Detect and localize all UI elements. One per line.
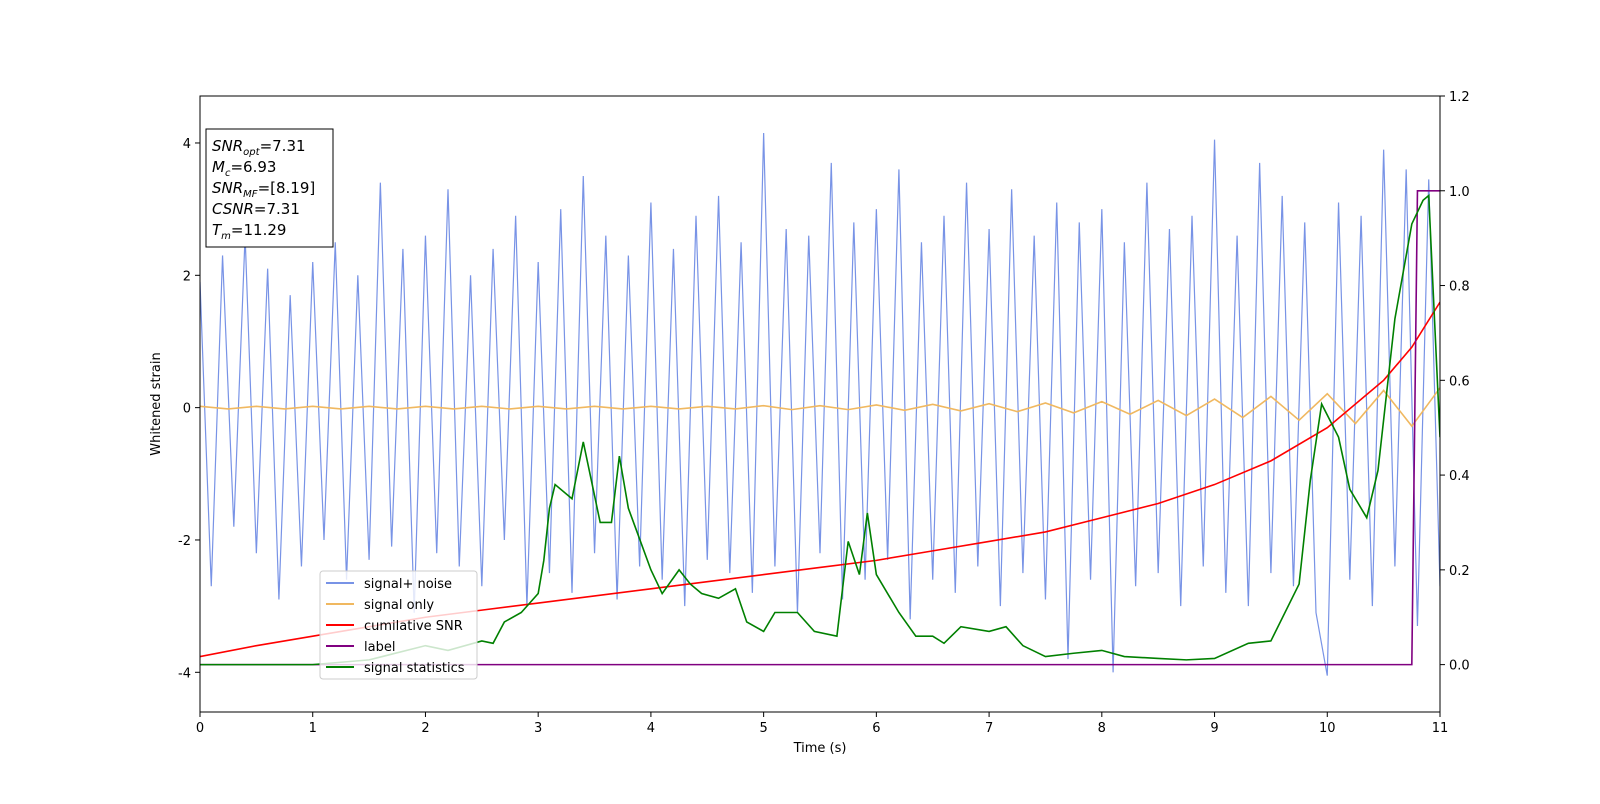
legend-label: signal only (364, 598, 434, 613)
x-tick-label: 1 (309, 721, 317, 736)
annotation: CSNR=7.31 (212, 200, 300, 218)
annotation-value: =11.29 (231, 221, 287, 239)
legend-label: signal statistics (364, 661, 465, 676)
annotation-value: =7.31 (254, 200, 300, 218)
annotation-value: =[8.19] (258, 179, 316, 197)
annotation-symbol: SNR (212, 179, 243, 197)
x-tick-label: 10 (1319, 721, 1336, 736)
annotation-subscript: m (221, 231, 231, 242)
y2-tick-label: 0.8 (1449, 280, 1470, 295)
annotation-subscript: MF (243, 189, 258, 200)
annotation: SNRMF=[8.19] (212, 179, 315, 200)
x-tick-label: 6 (872, 721, 880, 736)
annotation-value: =6.93 (230, 158, 276, 176)
annotation-subscript: c (225, 168, 231, 179)
x-tick-label: 5 (759, 721, 767, 736)
legend-label: label (364, 640, 395, 655)
x-tick-label: 4 (647, 721, 655, 736)
y2-tick-label: 0.0 (1449, 659, 1470, 674)
annotation-value: =7.31 (260, 137, 306, 155)
x-tick-label: 7 (985, 721, 993, 736)
x-tick-label: 9 (1210, 721, 1218, 736)
legend-label: signal+ noise (364, 577, 452, 592)
x-tick-label: 0 (196, 721, 204, 736)
x-axis-label: Time (s) (793, 741, 847, 756)
y2-tick-label: 0.2 (1449, 564, 1470, 579)
y-tick-label: 4 (183, 137, 191, 152)
annotation: SNRopt=7.31 (212, 137, 306, 158)
annotation-box (205, 128, 334, 248)
series-line (200, 189, 1440, 666)
y2-tick-label: 0.6 (1449, 374, 1470, 389)
legend-box (319, 570, 478, 680)
series-line (200, 387, 1440, 428)
x-tick-label: 11 (1432, 721, 1449, 736)
legend-label: cumilative SNR (364, 619, 463, 634)
annotation-symbol: T (212, 221, 223, 239)
y2-tick-label: 1.2 (1449, 90, 1470, 105)
annotation-symbol: M (212, 158, 225, 176)
y-axis-label: Whitened strain (149, 352, 164, 455)
y-tick-label: 2 (183, 269, 191, 284)
series-line (200, 193, 1440, 666)
annotation-subscript: opt (243, 147, 260, 158)
annotation: Mc=6.93 (212, 158, 276, 179)
x-tick-label: 8 (1098, 721, 1106, 736)
series-line (200, 133, 1440, 676)
y-tick-label: -4 (178, 666, 191, 681)
y-tick-label: 0 (183, 402, 191, 417)
y2-tick-label: 1.0 (1449, 185, 1470, 200)
y2-tick-label: 0.4 (1449, 469, 1470, 484)
annotation-symbol: CSNR (212, 200, 254, 218)
x-tick-label: 2 (421, 721, 429, 736)
annotation: Tm=11.29 (212, 221, 286, 242)
annotation-symbol: SNR (212, 137, 243, 155)
x-tick-label: 3 (534, 721, 542, 736)
plot-frame (199, 95, 1441, 713)
y-tick-label: -2 (178, 534, 191, 549)
